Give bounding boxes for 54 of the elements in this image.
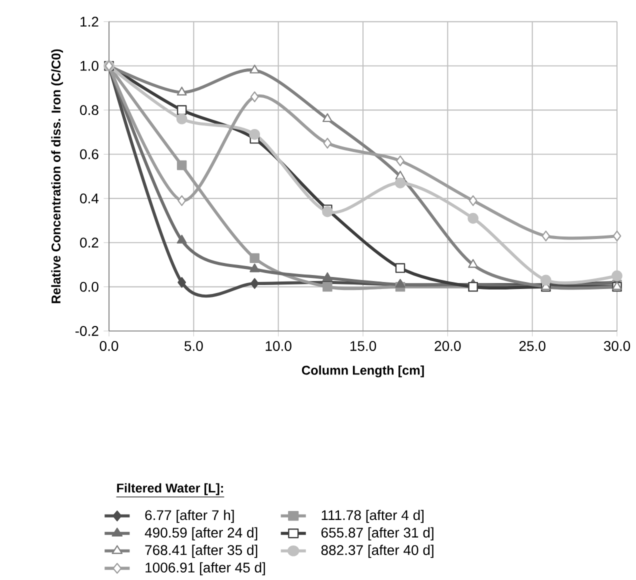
point bbox=[250, 64, 260, 74]
point bbox=[322, 282, 332, 292]
point bbox=[468, 259, 478, 268]
point bbox=[176, 114, 188, 124]
y-tick-label: 0.4 bbox=[80, 194, 99, 204]
y-axis-title: Relative Concentration of diss. Iron (C/C0) bbox=[51, 49, 64, 304]
point bbox=[250, 253, 260, 264]
y-tick-label: 1.0 bbox=[80, 61, 98, 71]
y-tick-label: 0.0 bbox=[80, 282, 98, 292]
point bbox=[250, 264, 260, 272]
legend-label: 6.77 [after 7 h] bbox=[145, 510, 234, 524]
y-tick-label: 0.2 bbox=[80, 238, 98, 248]
point bbox=[176, 105, 187, 116]
legend-label: 882.37 [after 40 d] bbox=[321, 544, 434, 558]
point bbox=[468, 213, 478, 224]
point bbox=[395, 279, 406, 288]
x-tick-label: 10.0 bbox=[266, 341, 292, 352]
y-tick-label: 1.2 bbox=[80, 16, 98, 27]
legend-label: 1006.91 [after 45 d] bbox=[146, 562, 265, 576]
point bbox=[396, 156, 404, 166]
legend-label: 655.87 [after 31 d] bbox=[321, 527, 434, 540]
y-tick-label: 0.8 bbox=[80, 105, 98, 116]
x-tick-label: 5.0 bbox=[184, 341, 203, 352]
x-tick-label: 20.0 bbox=[434, 341, 461, 352]
point bbox=[612, 270, 622, 282]
point bbox=[250, 92, 259, 102]
point bbox=[542, 230, 550, 242]
x-tick-label: 15.0 bbox=[350, 341, 376, 352]
point bbox=[322, 113, 332, 122]
point bbox=[322, 206, 333, 218]
legend-label: 768.41 [after 35 d] bbox=[145, 544, 258, 558]
x-tick-label: 0.0 bbox=[100, 341, 118, 352]
point bbox=[178, 195, 186, 206]
legend-label: 490.59 [after 24 d] bbox=[144, 527, 258, 540]
point bbox=[395, 263, 406, 274]
y-tick-label: -0.2 bbox=[75, 326, 98, 336]
y-tick-label: 0.6 bbox=[80, 149, 98, 160]
point bbox=[249, 129, 260, 140]
point bbox=[394, 178, 406, 188]
point bbox=[322, 272, 332, 282]
point bbox=[250, 278, 259, 290]
point bbox=[612, 230, 622, 242]
point bbox=[176, 86, 187, 96]
point bbox=[540, 274, 552, 286]
x-tick-label: 25.0 bbox=[519, 341, 546, 352]
x-tick-label: 30.0 bbox=[604, 341, 630, 352]
point bbox=[468, 195, 478, 206]
legend-label: 111.78 [after 4 d] bbox=[322, 510, 424, 524]
point bbox=[323, 138, 332, 149]
legend-title: Filtered Water [L]: bbox=[117, 483, 223, 496]
point bbox=[176, 234, 187, 244]
point bbox=[178, 277, 186, 288]
point bbox=[176, 160, 187, 170]
x-axis-title: Column Length [cm] bbox=[302, 366, 424, 378]
